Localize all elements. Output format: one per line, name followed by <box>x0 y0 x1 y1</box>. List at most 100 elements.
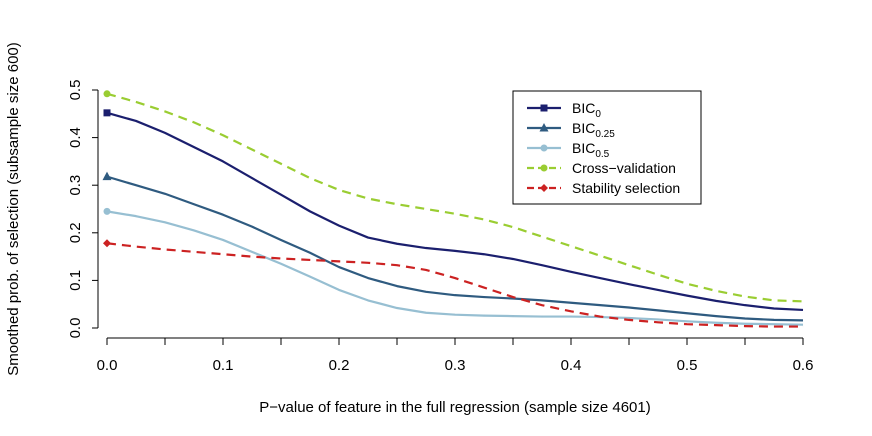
y-tick-label: 0.4 <box>67 127 84 148</box>
data-point <box>570 245 572 247</box>
data-point <box>686 312 688 314</box>
data-point <box>251 251 253 253</box>
data-point <box>193 146 195 148</box>
data-point <box>628 319 630 321</box>
data-point <box>425 247 427 249</box>
data-point <box>657 289 659 291</box>
legend-label: Cross−validation <box>572 160 676 176</box>
legend-label: BIC0.25 <box>572 120 615 140</box>
data-point <box>657 321 659 323</box>
legend-marker <box>540 144 548 152</box>
data-point <box>164 132 166 134</box>
data-point <box>222 134 224 136</box>
data-point <box>425 291 427 293</box>
series-0 <box>103 109 804 312</box>
x-tick-label: 0.0 <box>97 357 118 374</box>
data-point <box>193 203 195 205</box>
legend-item: BIC0.25 <box>527 120 615 140</box>
data-point <box>309 275 311 277</box>
data-point <box>280 163 282 165</box>
data-point <box>251 256 253 258</box>
data-point <box>541 236 543 238</box>
data-point <box>541 304 543 306</box>
x-tick-label: 0.4 <box>561 357 582 374</box>
legend-label: BIC0 <box>572 100 601 120</box>
data-point <box>367 277 369 279</box>
legend-label-name: BIC <box>572 100 595 116</box>
data-point <box>193 251 195 253</box>
series-start-marker <box>102 171 112 181</box>
y-tick-label: 0.2 <box>67 222 84 243</box>
legend: BIC0BIC0.25BIC0.5Cross−validationStabili… <box>512 90 702 205</box>
x-tick-label: 0.2 <box>329 357 350 374</box>
data-point <box>541 315 543 317</box>
legend-label: Stability selection <box>572 180 680 196</box>
data-point <box>425 208 427 210</box>
data-point <box>135 120 137 122</box>
data-point <box>512 226 514 228</box>
legend-label-name: BIC <box>572 140 595 156</box>
data-point <box>686 295 688 297</box>
data-point <box>338 260 340 262</box>
data-point <box>773 299 775 301</box>
legend-label-name: Cross−validation <box>572 160 676 176</box>
data-point <box>628 264 630 266</box>
data-point <box>338 189 340 191</box>
data-point <box>686 283 688 285</box>
data-point <box>454 314 456 316</box>
data-point <box>512 258 514 260</box>
x-tick-label: 0.1 <box>213 357 234 374</box>
data-point <box>715 324 717 326</box>
data-point <box>802 309 804 311</box>
y-tick-label: 0.0 <box>67 318 84 339</box>
data-point <box>135 184 137 186</box>
y-axis: 0.0 0.1 0.2 0.3 0.4 0.5 <box>67 80 99 339</box>
data-point <box>512 315 514 317</box>
data-point <box>280 194 282 196</box>
data-point <box>802 324 804 326</box>
x-tick-label: 0.3 <box>445 357 466 374</box>
data-point <box>744 304 746 306</box>
data-point <box>280 263 282 265</box>
data-point <box>222 253 224 255</box>
data-point <box>599 315 601 317</box>
x-axis-label: P−value of feature in the full regressio… <box>259 399 650 416</box>
legend-marker <box>540 104 548 112</box>
data-point <box>222 239 224 241</box>
data-point <box>396 307 398 309</box>
series-line <box>106 92 804 303</box>
data-point <box>657 274 659 276</box>
data-point <box>773 323 775 325</box>
data-point <box>135 101 137 103</box>
data-point <box>280 257 282 259</box>
data-point <box>164 248 166 250</box>
data-point <box>425 269 427 271</box>
data-point <box>367 236 369 238</box>
series-start-marker <box>103 207 111 215</box>
data-point <box>715 315 717 317</box>
legend-item: Stability selection <box>527 180 680 196</box>
legend-item: Cross−validation <box>527 160 676 176</box>
data-point <box>570 310 572 312</box>
data-point <box>570 271 572 273</box>
series-3 <box>103 90 804 303</box>
data-point <box>773 325 775 327</box>
data-point <box>280 239 282 241</box>
data-point <box>512 296 514 298</box>
data-point <box>164 193 166 195</box>
data-point <box>715 322 717 324</box>
data-point <box>686 323 688 325</box>
data-point <box>454 213 456 215</box>
series-4 <box>103 239 803 328</box>
data-point <box>541 299 543 301</box>
legend-label-subscript: 0 <box>595 109 601 120</box>
data-point <box>744 325 746 327</box>
data-point <box>483 286 485 288</box>
data-point <box>396 243 398 245</box>
series-start-marker <box>103 90 111 98</box>
data-point <box>773 307 775 309</box>
series-line <box>106 111 804 312</box>
data-point <box>454 250 456 252</box>
y-tick-label: 0.3 <box>67 175 84 196</box>
series-start-marker <box>103 239 111 248</box>
